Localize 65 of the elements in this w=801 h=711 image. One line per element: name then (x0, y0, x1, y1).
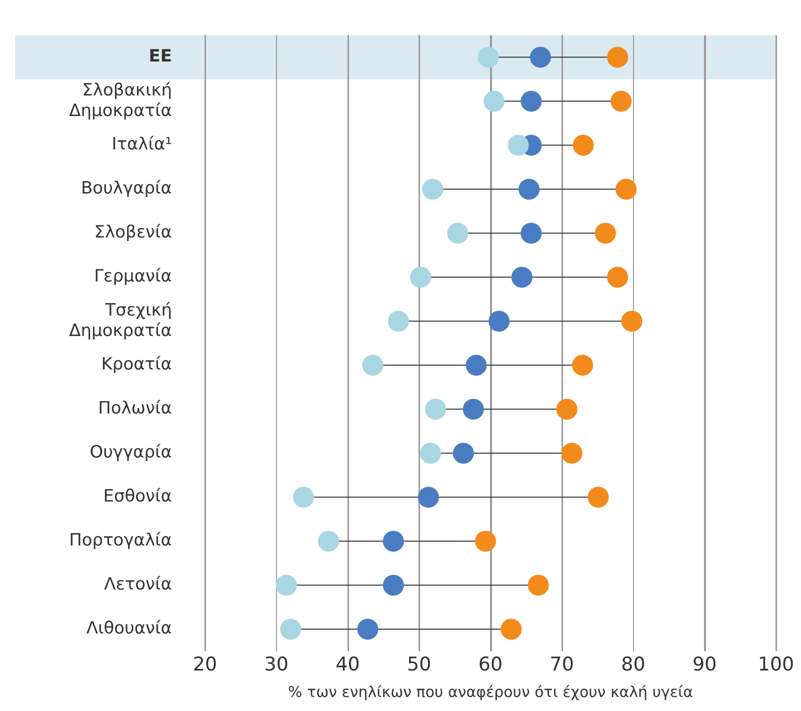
point (518, 178, 540, 200)
y-tick-label: ΕΕ (148, 46, 172, 67)
point (293, 486, 314, 508)
point (318, 530, 339, 552)
point (276, 574, 297, 596)
point (594, 222, 616, 244)
x-axis-title: % των ενηλίκων που αναφέρουν ότι έχουν καλή υγεία (288, 682, 694, 701)
x-tick-label: 70 (550, 654, 574, 676)
point (447, 222, 468, 244)
y-tick-label: Εσθονία (103, 486, 172, 507)
point (478, 46, 499, 68)
y-tick-label: Πολωνία (98, 398, 172, 419)
y-tick-label: Πορτογαλία (69, 530, 172, 551)
y-tick-label: Βουλγαρία (81, 178, 172, 199)
y-tick-label: Λιθουανία (86, 618, 172, 639)
point (610, 90, 632, 112)
point (588, 486, 609, 508)
x-tick-label: 80 (621, 654, 646, 676)
point (528, 574, 549, 596)
point (462, 398, 484, 420)
point (357, 618, 378, 640)
y-tick-label: Τσεχική Δημοκρατία (69, 300, 172, 341)
point (511, 266, 532, 288)
point (425, 398, 446, 420)
point (530, 46, 551, 68)
point (452, 442, 474, 464)
point (488, 310, 510, 332)
point (382, 530, 404, 552)
point (484, 90, 505, 112)
point (422, 178, 444, 200)
point (508, 134, 529, 156)
point (520, 90, 542, 112)
x-tick-label: 100 (758, 654, 794, 676)
point (418, 486, 439, 508)
x-tick-label: 20 (192, 654, 218, 676)
point (556, 398, 578, 420)
y-tick-label: Ιταλία¹ (112, 134, 172, 155)
point (466, 354, 487, 376)
point (572, 134, 594, 156)
point (616, 178, 637, 200)
x-tick-label: 40 (336, 654, 360, 676)
x-tick-label: 60 (478, 654, 503, 676)
point (607, 266, 628, 288)
y-tick-label: Σλοβακική Δημοκρατία (69, 80, 172, 121)
point (475, 530, 496, 552)
y-tick-label: Κροατία (101, 354, 172, 375)
x-tick-label: 50 (407, 654, 432, 676)
y-tick-label: Σλοβενία (94, 222, 172, 243)
point (388, 310, 409, 332)
point (621, 310, 642, 332)
point (500, 618, 522, 640)
y-tick-label: Ουγγαρία (90, 442, 172, 463)
point (607, 46, 628, 68)
point (561, 442, 582, 464)
point (382, 574, 404, 596)
point (410, 266, 432, 288)
x-tick-label: 90 (692, 654, 717, 676)
point (280, 618, 302, 640)
x-tick-label: 30 (264, 654, 288, 676)
y-tick-label: Γερμανία (94, 266, 172, 287)
point (520, 222, 542, 244)
y-tick-label: Λετονία (104, 574, 172, 595)
point (362, 354, 384, 376)
point (572, 354, 594, 376)
point (420, 442, 442, 464)
